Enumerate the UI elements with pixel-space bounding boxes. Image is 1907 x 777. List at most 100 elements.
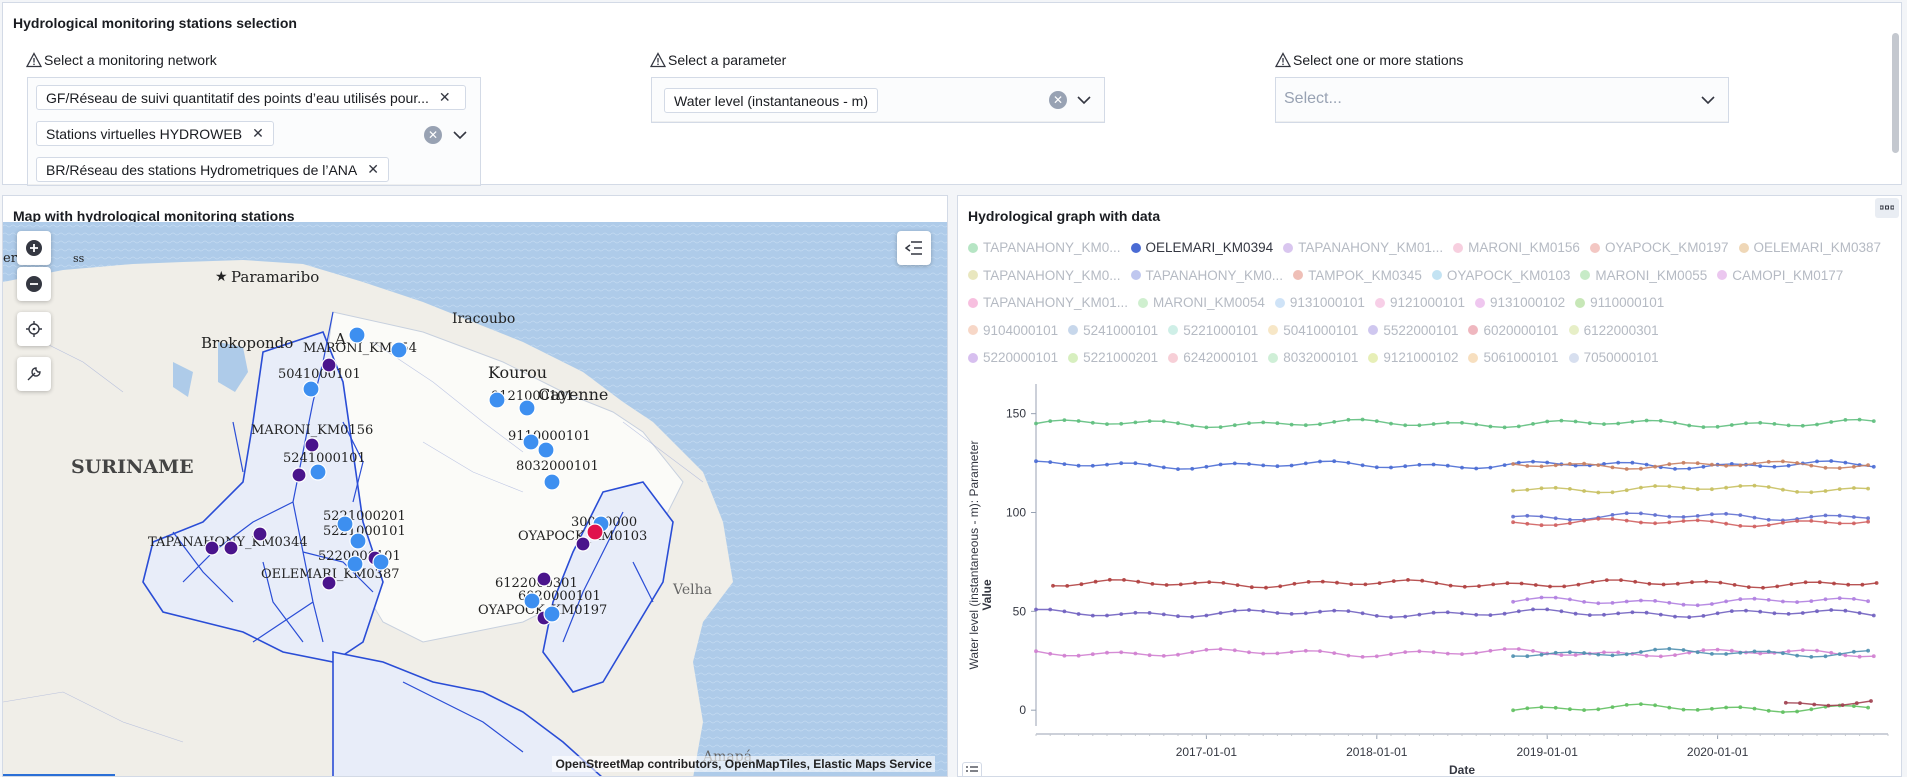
chevron-down-icon[interactable] xyxy=(452,127,468,143)
station-marker[interactable] xyxy=(349,532,367,550)
legend-item[interactable]: TAPANAHONY_KM0... xyxy=(1130,268,1283,283)
series-point xyxy=(1681,460,1686,465)
stations-combobox[interactable]: Select... xyxy=(1275,77,1729,123)
series-point xyxy=(1701,648,1706,653)
zoom-out-button[interactable] xyxy=(17,267,51,301)
station-marker[interactable] xyxy=(321,575,337,591)
legend-item[interactable]: 6020000101 xyxy=(1468,323,1559,338)
station-marker[interactable] xyxy=(304,437,320,453)
remove-pill-icon[interactable]: ✕ xyxy=(367,161,379,177)
station-marker[interactable] xyxy=(372,553,390,571)
station-marker[interactable] xyxy=(543,473,561,491)
fit-to-data-button[interactable] xyxy=(17,312,51,346)
legend-item[interactable]: TAPANAHONY_KM01... xyxy=(1283,240,1443,255)
series-point xyxy=(1639,650,1643,654)
line-chart[interactable]: 0 50 100 150 2017-01-01 2018-01-01 2019-01-01 2… xyxy=(958,358,1902,777)
legend-item[interactable]: MARONI_KM0054 xyxy=(1138,295,1265,310)
station-marker[interactable] xyxy=(523,592,541,610)
station-marker[interactable] xyxy=(488,391,506,409)
station-marker[interactable] xyxy=(575,536,591,552)
legend-item[interactable]: 6242000101 xyxy=(1168,350,1258,365)
legend-item[interactable]: 9131000102 xyxy=(1475,295,1565,310)
legend-item[interactable]: 9121000101 xyxy=(1374,295,1465,310)
legend-item[interactable]: 6122000301 xyxy=(1568,323,1659,338)
series-point xyxy=(1624,703,1629,707)
zoom-in-button[interactable] xyxy=(17,231,51,265)
station-marker[interactable] xyxy=(522,433,540,451)
scrollbar[interactable] xyxy=(1892,33,1899,153)
selected-station-marker[interactable] xyxy=(586,523,604,541)
series-point xyxy=(1539,514,1544,519)
legend-item[interactable]: TAMPOK_KM0345 xyxy=(1293,268,1422,283)
legend-item[interactable]: 5061000101 xyxy=(1468,350,1559,365)
place-label: Cayenne xyxy=(538,385,608,404)
legend-item[interactable]: 5221000201 xyxy=(1068,350,1158,365)
legend-item[interactable]: 7050000101 xyxy=(1568,350,1659,365)
station-marker[interactable] xyxy=(223,540,239,556)
network-combobox[interactable]: GF/Réseau de suivi quantitatif des point… xyxy=(27,77,481,186)
legend-item[interactable]: 5220000101 xyxy=(968,350,1058,365)
station-marker[interactable] xyxy=(309,463,327,481)
series-point xyxy=(1261,463,1266,468)
legend-item[interactable]: TAPANAHONY_KM01... xyxy=(968,295,1128,310)
series-point xyxy=(1235,583,1240,587)
legend-item[interactable]: OELEMARI_KM0394 xyxy=(1130,240,1273,255)
series-line xyxy=(1035,418,1874,429)
series-point xyxy=(1701,425,1706,429)
series-point xyxy=(1738,650,1743,655)
legend-item[interactable]: CAMOPI_KM0177 xyxy=(1717,268,1843,283)
legend-item[interactable]: MARONI_KM0156 xyxy=(1453,240,1580,255)
layer-control-button[interactable] xyxy=(897,231,931,265)
remove-pill-icon[interactable]: ✕ xyxy=(438,89,451,105)
panel-options-button[interactable] xyxy=(1875,198,1899,218)
legend-item[interactable]: 5041000101 xyxy=(1268,323,1358,338)
remove-pill-icon[interactable]: ✕ xyxy=(252,125,264,141)
clear-icon[interactable]: ✕ xyxy=(1049,91,1067,109)
legend-item[interactable]: TAPANAHONY_KM0... xyxy=(968,240,1121,255)
chevron-down-icon[interactable] xyxy=(1700,92,1716,108)
station-marker[interactable] xyxy=(291,467,307,483)
station-marker[interactable] xyxy=(204,540,220,556)
legend-item[interactable]: 5221000101 xyxy=(1168,323,1258,338)
legend-item[interactable]: 8032000101 xyxy=(1268,350,1358,365)
station-marker[interactable] xyxy=(537,441,555,459)
series-point xyxy=(1105,650,1109,655)
legend-item[interactable]: OYAPOCK_KM0197 xyxy=(1589,240,1729,255)
series-point xyxy=(1176,467,1180,471)
station-marker[interactable] xyxy=(346,555,364,573)
clear-icon[interactable]: ✕ xyxy=(424,126,442,144)
series-point xyxy=(1150,582,1155,586)
legend-item[interactable]: MARONI_KM0055 xyxy=(1580,268,1707,283)
station-marker[interactable] xyxy=(390,341,408,359)
station-marker[interactable] xyxy=(321,357,337,373)
legend-item[interactable]: TAPANAHONY_KM0... xyxy=(968,268,1121,283)
legend-item[interactable]: 5241000101 xyxy=(1068,323,1158,338)
legend-item[interactable]: OELEMARI_KM0387 xyxy=(1738,240,1881,255)
legend-item[interactable]: 9131000101 xyxy=(1274,295,1365,310)
legend-item[interactable]: 9121000102 xyxy=(1368,350,1458,365)
series-point xyxy=(1681,648,1686,652)
series-point xyxy=(1559,653,1564,657)
legend-item[interactable]: 9104000101 xyxy=(968,323,1058,338)
series-point xyxy=(1710,602,1714,606)
station-marker[interactable] xyxy=(252,526,268,542)
station-marker[interactable] xyxy=(336,515,354,533)
station-marker[interactable] xyxy=(348,326,366,344)
station-marker[interactable] xyxy=(543,605,561,623)
map-canvas[interactable]: erie ss ★ Paramaribo Brokopondo SURINAME… xyxy=(3,222,948,777)
chevron-down-icon[interactable] xyxy=(1076,92,1092,108)
series-point xyxy=(1289,463,1294,468)
legend-item[interactable]: 9110000101 xyxy=(1575,295,1664,310)
series-point xyxy=(1417,649,1422,654)
plus-icon xyxy=(26,240,42,256)
station-marker[interactable] xyxy=(518,399,536,417)
station-marker[interactable] xyxy=(302,380,320,398)
legend-item[interactable]: 5522000101 xyxy=(1368,323,1458,338)
station-marker[interactable] xyxy=(536,571,552,587)
map-svg[interactable]: erie ss ★ Paramaribo Brokopondo SURINAME… xyxy=(3,222,948,777)
legend-toggle-button[interactable] xyxy=(962,762,982,776)
legend-item[interactable]: OYAPOCK_KM0103 xyxy=(1431,268,1570,283)
series-point xyxy=(1781,487,1785,492)
parameter-combobox[interactable]: Water level (instantaneous - m) ✕ xyxy=(651,77,1105,123)
tools-button[interactable] xyxy=(17,357,51,391)
